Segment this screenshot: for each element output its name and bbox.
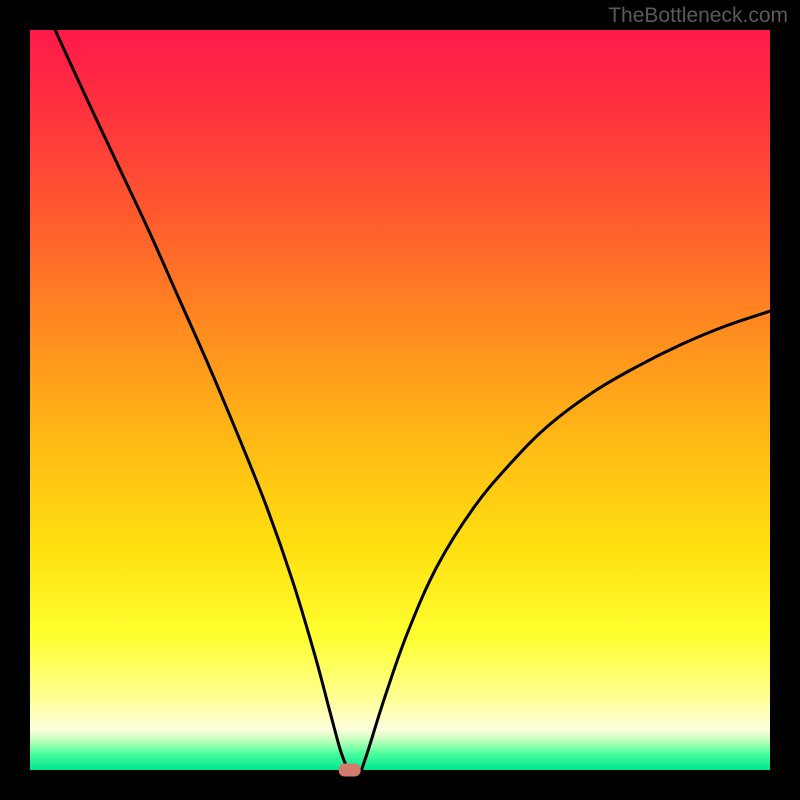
watermark-label: TheBottleneck.com bbox=[608, 4, 788, 28]
chart-container: TheBottleneck.com bbox=[0, 0, 800, 800]
plot-gradient-background bbox=[30, 30, 770, 770]
bottleneck-chart bbox=[0, 0, 800, 800]
optimal-point-marker bbox=[339, 764, 361, 777]
